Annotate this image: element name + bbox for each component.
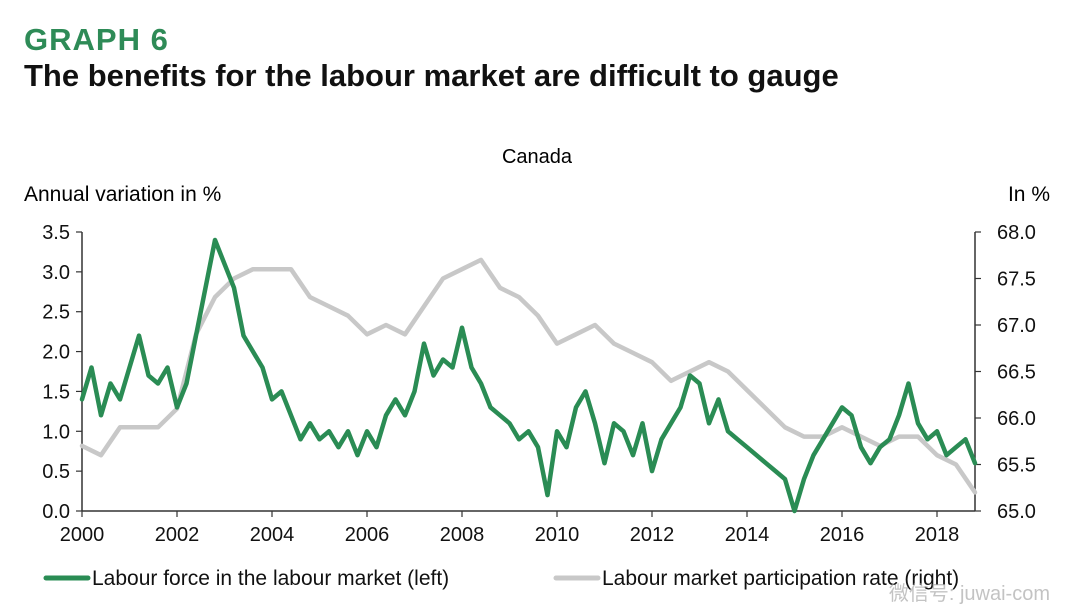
y-tick-label-left: 1.0: [42, 421, 70, 443]
y-tick-label-left: 3.5: [42, 222, 70, 244]
chart-title: Canada: [502, 146, 573, 168]
x-tick-label: 2016: [820, 524, 865, 546]
x-tick-label: 2018: [915, 524, 960, 546]
x-tick-label: 2004: [250, 524, 295, 546]
y-axis-label-left: Annual variation in %: [24, 183, 221, 206]
y-tick-label-left: 2.0: [42, 342, 70, 364]
x-tick-label: 2012: [630, 524, 675, 546]
y-tick-label-right: 66.5: [997, 362, 1036, 384]
watermark-text: 微信号: juwai-com: [889, 582, 1050, 605]
y-tick-label-left: 0.0: [42, 501, 70, 523]
y-tick-label-right: 67.5: [997, 269, 1036, 291]
x-tick-label: 2008: [440, 524, 485, 546]
y-tick-label-right: 65.0: [997, 501, 1036, 523]
y-tick-label-right: 68.0: [997, 222, 1036, 244]
x-tick-label: 2010: [535, 524, 580, 546]
legend: Labour force in the labour market (left)…: [43, 567, 959, 590]
y-tick-label-right: 66.0: [997, 408, 1036, 430]
graph-number: GRAPH 6: [24, 22, 169, 57]
chart-headline: The benefits for the labour market are d…: [24, 58, 839, 93]
series-line-labour-force: [79, 237, 978, 514]
y-tick-label-right: 67.0: [997, 315, 1036, 337]
axes: 3.5 3.0 2.5 2.0 1.5 1.0 0.5 0.0 68.0 67.5 67.0 66.5…: [42, 222, 1036, 546]
x-tick-label: 2014: [725, 524, 770, 546]
series-line-participation-rate: [79, 257, 978, 495]
y-tick-label-right: 65.5: [997, 455, 1036, 477]
y-tick-label-left: 3.0: [42, 262, 70, 284]
x-tick-label: 2006: [345, 524, 390, 546]
series-layer: [79, 237, 978, 514]
legend-label-labour-force: Labour force in the labour market (left): [92, 567, 449, 590]
legend-label-participation-rate: Labour market participation rate (right): [602, 567, 959, 590]
y-axis-label-right: In %: [1008, 183, 1050, 206]
y-tick-label-left: 0.5: [42, 461, 70, 483]
x-tick-label: 2002: [155, 524, 200, 546]
y-tick-label-left: 1.5: [42, 381, 70, 403]
x-tick-label: 2000: [60, 524, 105, 546]
y-tick-label-left: 2.5: [42, 302, 70, 324]
